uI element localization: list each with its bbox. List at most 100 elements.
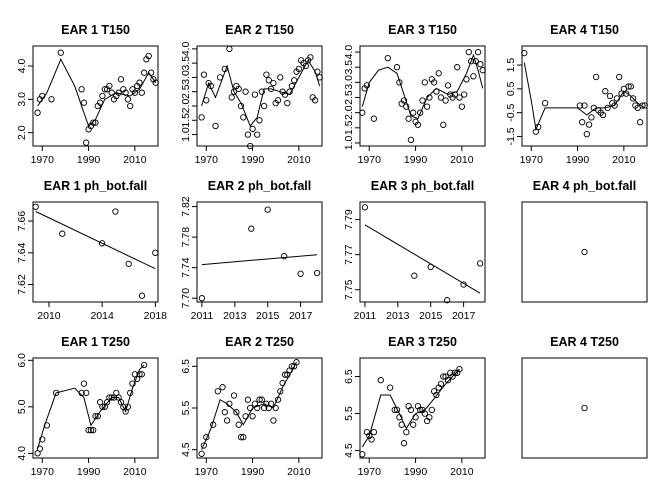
x-tick-label: 2013 <box>386 310 410 322</box>
trend-line <box>364 224 481 294</box>
y-tick-label: 0.5 <box>505 81 517 96</box>
data-point <box>277 74 284 81</box>
data-point <box>138 89 145 96</box>
y-tick-label: 5.0 <box>16 399 28 414</box>
data-point <box>90 119 97 126</box>
data-point <box>295 65 303 73</box>
data-point <box>396 414 403 421</box>
data-point <box>39 436 46 443</box>
data-point <box>96 99 104 106</box>
data-point <box>461 91 468 98</box>
x-tick-label: 2010 <box>123 466 147 478</box>
data-point <box>581 404 588 412</box>
data-point <box>403 428 410 436</box>
x-tick-label: 1970 <box>520 154 544 166</box>
y-tick-label: 3.5 <box>343 60 355 75</box>
data-point <box>307 54 314 61</box>
y-tick-label: 3.5 <box>180 56 192 71</box>
data-point <box>281 371 289 378</box>
panel-ear3_ph: EAR 3 ph_bot.fall 2011 2013 2015 2017 7.75 7.7… <box>343 179 486 322</box>
y-tick-label: 7.66 <box>16 211 28 232</box>
data-point <box>419 97 426 104</box>
panel-title: EAR 3 ph_bot.fall <box>371 179 474 193</box>
data-point <box>198 450 205 457</box>
data-point <box>203 434 210 441</box>
data-point <box>579 119 586 126</box>
y-tick-label: 2.5 <box>180 84 192 99</box>
panel-ear4_t150: EAR 4 T150 1970 1990 2010 -1.5 -0.5 0.5 1.5 <box>505 23 648 166</box>
data-point <box>83 389 90 397</box>
data-point <box>463 76 470 83</box>
plot-frame <box>359 357 486 459</box>
x-tick-label: 1970 <box>195 466 219 478</box>
y-tick-label: 4.0 <box>16 59 28 74</box>
data-point <box>263 71 270 78</box>
data-point <box>451 369 459 376</box>
data-point <box>127 102 134 110</box>
data-point <box>90 426 97 434</box>
data-point <box>284 99 291 107</box>
data-point <box>444 297 451 304</box>
y-tick-label: 4.0 <box>16 446 28 461</box>
data-point <box>228 94 235 101</box>
plot-frame <box>359 201 486 303</box>
trend-line <box>37 364 145 449</box>
data-point <box>430 79 438 86</box>
data-point <box>85 426 92 434</box>
data-point <box>244 131 252 138</box>
x-tick-label: 1990 <box>566 154 590 166</box>
data-point <box>106 394 113 401</box>
data-point <box>247 404 254 412</box>
data-point <box>270 417 277 424</box>
data-point <box>248 225 255 232</box>
data-point <box>521 49 528 57</box>
data-point <box>541 99 549 107</box>
data-point <box>458 103 466 110</box>
data-point <box>412 414 419 421</box>
data-point <box>138 292 146 299</box>
data-point <box>629 95 637 102</box>
y-tick-label: 5.5 <box>343 406 355 421</box>
data-point <box>428 406 435 414</box>
data-point <box>421 410 428 417</box>
x-tick-label: 2013 <box>223 310 247 322</box>
data-point <box>198 295 206 302</box>
data-point <box>36 445 44 452</box>
data-point <box>583 130 590 138</box>
data-point <box>592 73 600 81</box>
data-point <box>606 92 614 100</box>
data-point <box>240 114 247 121</box>
x-tick-label: 2010 <box>123 154 147 166</box>
data-point <box>363 82 371 89</box>
data-point <box>254 404 261 412</box>
data-point <box>235 421 242 428</box>
y-tick-label: 2.0 <box>180 99 192 114</box>
data-point <box>444 82 452 89</box>
data-point <box>359 451 366 458</box>
data-point <box>604 104 611 112</box>
x-tick-label: 2010 <box>287 154 311 166</box>
trend-line <box>201 254 318 266</box>
x-tick-label: 1970 <box>31 466 55 478</box>
data-point <box>311 97 319 104</box>
data-point <box>78 389 85 397</box>
data-point <box>297 270 304 277</box>
data-point <box>244 396 252 403</box>
y-tick-label: 7.79 <box>343 209 355 230</box>
plot-frame <box>32 45 159 147</box>
y-tick-label: 6.5 <box>343 369 355 384</box>
data-point <box>256 396 263 403</box>
data-point <box>258 88 265 95</box>
y-tick-label: 4.5 <box>343 443 355 458</box>
data-point <box>207 82 215 90</box>
data-point <box>440 373 447 380</box>
data-point <box>247 142 254 150</box>
data-point <box>407 136 415 144</box>
data-point <box>314 68 321 75</box>
data-point <box>611 102 618 109</box>
data-point <box>470 73 477 80</box>
data-point <box>400 440 408 447</box>
data-point <box>219 384 226 391</box>
data-point <box>267 85 275 93</box>
panel-title: EAR 4 ph_bot.fall <box>533 179 636 193</box>
